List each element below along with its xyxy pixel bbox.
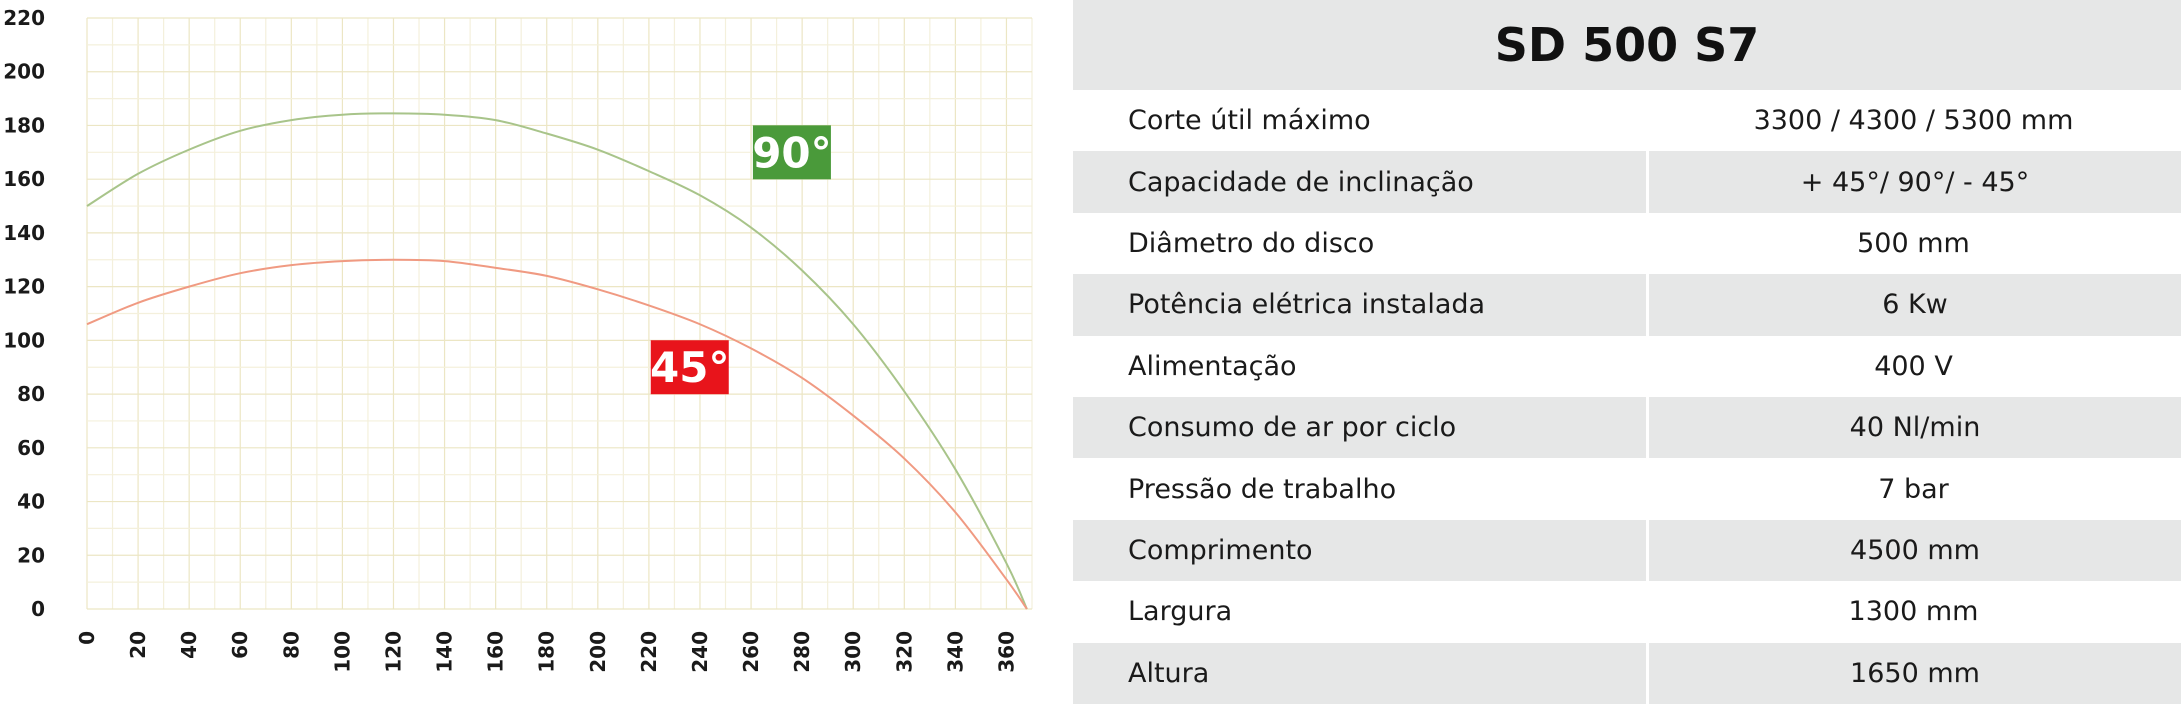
series-badge [650,340,729,395]
spec-value: + 45°/ 90°/ - 45° [1646,151,2181,213]
x-tick-label: 180 [535,631,559,673]
x-tick-label: 280 [790,631,814,673]
spec-label: Comprimento [1128,534,1313,566]
y-tick-label: 60 [17,436,45,460]
spec-label: Diâmetro do disco [1128,227,1375,259]
y-tick-label: 140 [3,221,45,245]
x-tick-label: 100 [330,631,354,673]
x-tick-label: 260 [739,631,763,673]
spec-value: 1300 mm [1848,596,1979,628]
x-tick-label: 240 [688,631,712,673]
x-tick-label: 120 [381,631,405,673]
y-tick-label: 160 [3,167,45,191]
x-tick-label: 340 [943,631,967,673]
spec-value: 4500 mm [1646,519,2181,582]
x-tick-label: 320 [892,631,916,673]
y-tick-label: 80 [17,382,45,406]
cutting-capacity-chart: 0 20 40 60 80 100 120 140 160 180 200 220 0 20 40 60 80 1… [3,6,1033,673]
series-badge-label: 90° [752,128,831,177]
spec-value: 3300 / 4300 / 5300 mm [1753,105,2074,137]
x-tick-label: 80 [279,631,303,659]
series-badge-label: 45° [650,343,729,392]
y-tick-label: 0 [31,597,45,621]
spec-row: Diâmetro do disco 500 mm [1073,213,2181,274]
spec-value: 1650 mm [1646,642,2181,704]
spec-value: 6 Kw [1646,274,2181,336]
series-line-45 [86,258,1028,610]
series-badge [752,125,831,180]
x-tick-label: 0 [75,631,99,645]
spec-row: Pressão de trabalho 7 bar [1073,458,2181,519]
spec-label: Consumo de ar por ciclo [1128,412,1457,444]
spec-row: Consumo de ar por ciclo 40 Nl/min [1073,396,2181,459]
spec-row: Alimentação 400 V [1073,336,2181,397]
spec-value: 500 mm [1857,227,1970,259]
spec-title: SD 500 S7 [1073,0,2181,90]
y-tick-label: 40 [17,490,45,514]
x-tick-label: 60 [228,631,252,659]
x-tick-label: 300 [841,631,865,673]
spec-label: Alimentação [1128,350,1297,382]
spec-value: 40 Nl/min [1646,396,2181,459]
spec-row: Altura 1650 mm [1073,642,2181,704]
x-tick-label: 360 [994,631,1018,673]
spec-row: Corte útil máximo 3300 / 4300 / 5300 mm [1073,90,2181,151]
spec-label: Largura [1128,596,1233,628]
spec-table: SD 500 S7 Corte útil máximo 3300 / 4300 … [1073,0,2181,704]
y-tick-label: 180 [3,113,45,137]
y-tick-label: 120 [3,275,45,299]
x-tick-label: 200 [586,631,610,673]
x-tick-label: 140 [433,631,457,673]
spec-row: Comprimento 4500 mm [1073,519,2181,582]
spec-label: Capacidade de inclinação [1128,166,1474,198]
x-tick-label: 160 [484,631,508,673]
y-tick-label: 220 [3,6,45,30]
spec-row: Largura 1300 mm [1073,581,2181,642]
y-tick-label: 100 [3,328,45,352]
y-tick-label: 20 [17,543,45,567]
spec-row: Capacidade de inclinação + 45°/ 90°/ - 4… [1073,151,2181,213]
x-tick-label: 220 [637,631,661,673]
x-tick-label: 20 [126,631,150,659]
spec-label: Corte útil máximo [1128,105,1371,137]
x-tick-label: 40 [177,631,201,659]
spec-value: 7 bar [1878,473,1949,505]
spec-value: 400 V [1874,350,1953,382]
spec-label: Potência elétrica instalada [1128,289,1486,321]
spec-label: Pressão de trabalho [1128,473,1397,505]
spec-row: Potência elétrica instalada 6 Kw [1073,274,2181,336]
spec-label: Altura [1128,657,1210,689]
y-tick-label: 200 [3,60,45,84]
series-line-90 [86,112,1028,610]
